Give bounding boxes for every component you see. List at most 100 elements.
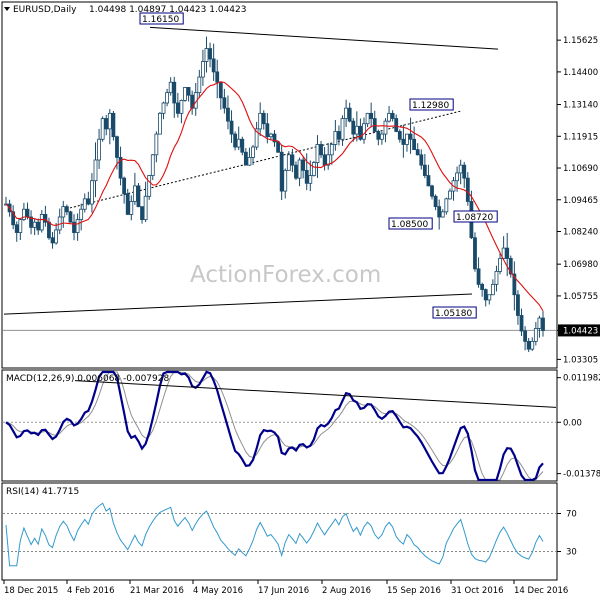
candle-body <box>333 131 338 145</box>
candle-body <box>276 141 280 153</box>
candle-body <box>537 317 542 329</box>
macd-line <box>5 370 544 482</box>
candle-body <box>90 180 94 205</box>
x-tick-label: 21 Mar 2016 <box>130 586 184 596</box>
annotation-box <box>139 12 184 25</box>
candle-body <box>97 138 101 161</box>
candle-body <box>240 138 245 153</box>
x-tick-label: 2 Aug 2016 <box>322 586 371 596</box>
candle-body <box>297 159 302 179</box>
rsi-line <box>5 502 544 567</box>
candle-body <box>165 92 170 104</box>
candle-body <box>261 112 266 125</box>
candle-body <box>379 133 384 140</box>
candle-body <box>458 164 463 174</box>
candle-body <box>11 211 16 226</box>
candle-body <box>269 133 273 138</box>
x-tick-label: 18 Dec 2015 <box>4 586 58 596</box>
candle-body <box>351 120 356 135</box>
candle-body <box>136 185 141 208</box>
candle-body <box>337 131 341 140</box>
macd-signal-line <box>5 371 544 481</box>
macd-tick-label: 0.011982 <box>563 374 600 384</box>
candle-body <box>301 159 306 171</box>
candle-body <box>168 81 173 94</box>
annotation-box <box>388 217 433 230</box>
symbol-dropdown-icon[interactable] <box>4 7 10 11</box>
candle-body <box>14 224 19 233</box>
candle-body <box>111 112 116 138</box>
candle-body <box>487 294 492 301</box>
candle-body <box>25 208 30 218</box>
candle-body <box>54 229 59 244</box>
candle-body <box>179 99 184 114</box>
candle-body <box>523 330 527 342</box>
candle-body <box>211 58 216 73</box>
candle-body <box>215 71 220 83</box>
x-tick-label: 17 Jun 2016 <box>258 586 309 596</box>
candle-body <box>158 112 162 135</box>
macd-layer <box>3 370 557 482</box>
price-trendline-bottom <box>3 293 473 315</box>
candle-body <box>254 128 259 148</box>
candle-body <box>107 112 112 130</box>
candle-body <box>258 112 263 130</box>
candle-body <box>175 102 180 114</box>
candle-body <box>319 144 323 156</box>
price-layer: 1.16150 1.12980 1.08500 1.08720 1.05180 <box>3 12 556 353</box>
annotation-label: 1.05180 <box>435 309 472 319</box>
candle-body <box>505 247 510 259</box>
candle-body <box>462 164 467 179</box>
candle-body <box>129 201 134 215</box>
watermark: ActionForex.com <box>190 262 381 288</box>
candle-body <box>480 283 485 290</box>
candle-body <box>508 258 513 275</box>
candle-body <box>401 138 406 145</box>
candle-body <box>122 177 127 195</box>
candle-body <box>526 340 531 350</box>
candle-body <box>286 154 291 171</box>
macd-tick-label: 0.00 <box>563 418 582 428</box>
candle-body <box>186 87 191 96</box>
candle-body <box>43 214 48 223</box>
rsi-layer <box>3 502 556 567</box>
candle-body <box>265 123 270 138</box>
candle-body <box>229 120 234 135</box>
price-trendline-top <box>149 26 499 50</box>
candle-body <box>494 271 499 285</box>
price-tick-label: 1.08240 <box>563 228 598 238</box>
annotation-box <box>409 98 454 111</box>
price-moving-average <box>5 81 544 312</box>
candle-body <box>150 154 155 176</box>
macd-panel <box>1 369 558 482</box>
candle-body <box>218 81 223 99</box>
candle-body <box>197 76 202 94</box>
candle-body <box>405 133 409 145</box>
candle-body <box>412 138 417 151</box>
candle-body <box>501 247 506 259</box>
candle-body <box>183 87 187 101</box>
candle-body <box>233 133 238 148</box>
candle-body <box>47 221 51 239</box>
candle-body <box>448 190 452 200</box>
price-panel <box>1 1 558 369</box>
candle-body <box>32 221 37 228</box>
rsi-panel <box>1 482 558 581</box>
candle-body <box>72 221 76 233</box>
candle-body <box>369 112 374 119</box>
x-tick-label: 15 Sep 2016 <box>387 586 441 596</box>
candle-body <box>315 144 320 163</box>
candle-body <box>132 185 137 202</box>
candle-body <box>140 206 144 220</box>
candle-body <box>68 211 73 223</box>
candle-body <box>408 133 413 140</box>
candle-body <box>208 48 212 60</box>
price-tick-label: 1.11915 <box>563 132 598 142</box>
price-tick-label: 1.06980 <box>563 260 598 270</box>
chart-symbol: EURUSD,Daily <box>13 5 77 15</box>
candle-body <box>387 112 391 122</box>
rsi-tick-label: 30 <box>566 548 577 558</box>
candle-body <box>444 198 449 213</box>
candle-body <box>415 149 420 156</box>
annotation-label: 1.08720 <box>456 213 493 223</box>
